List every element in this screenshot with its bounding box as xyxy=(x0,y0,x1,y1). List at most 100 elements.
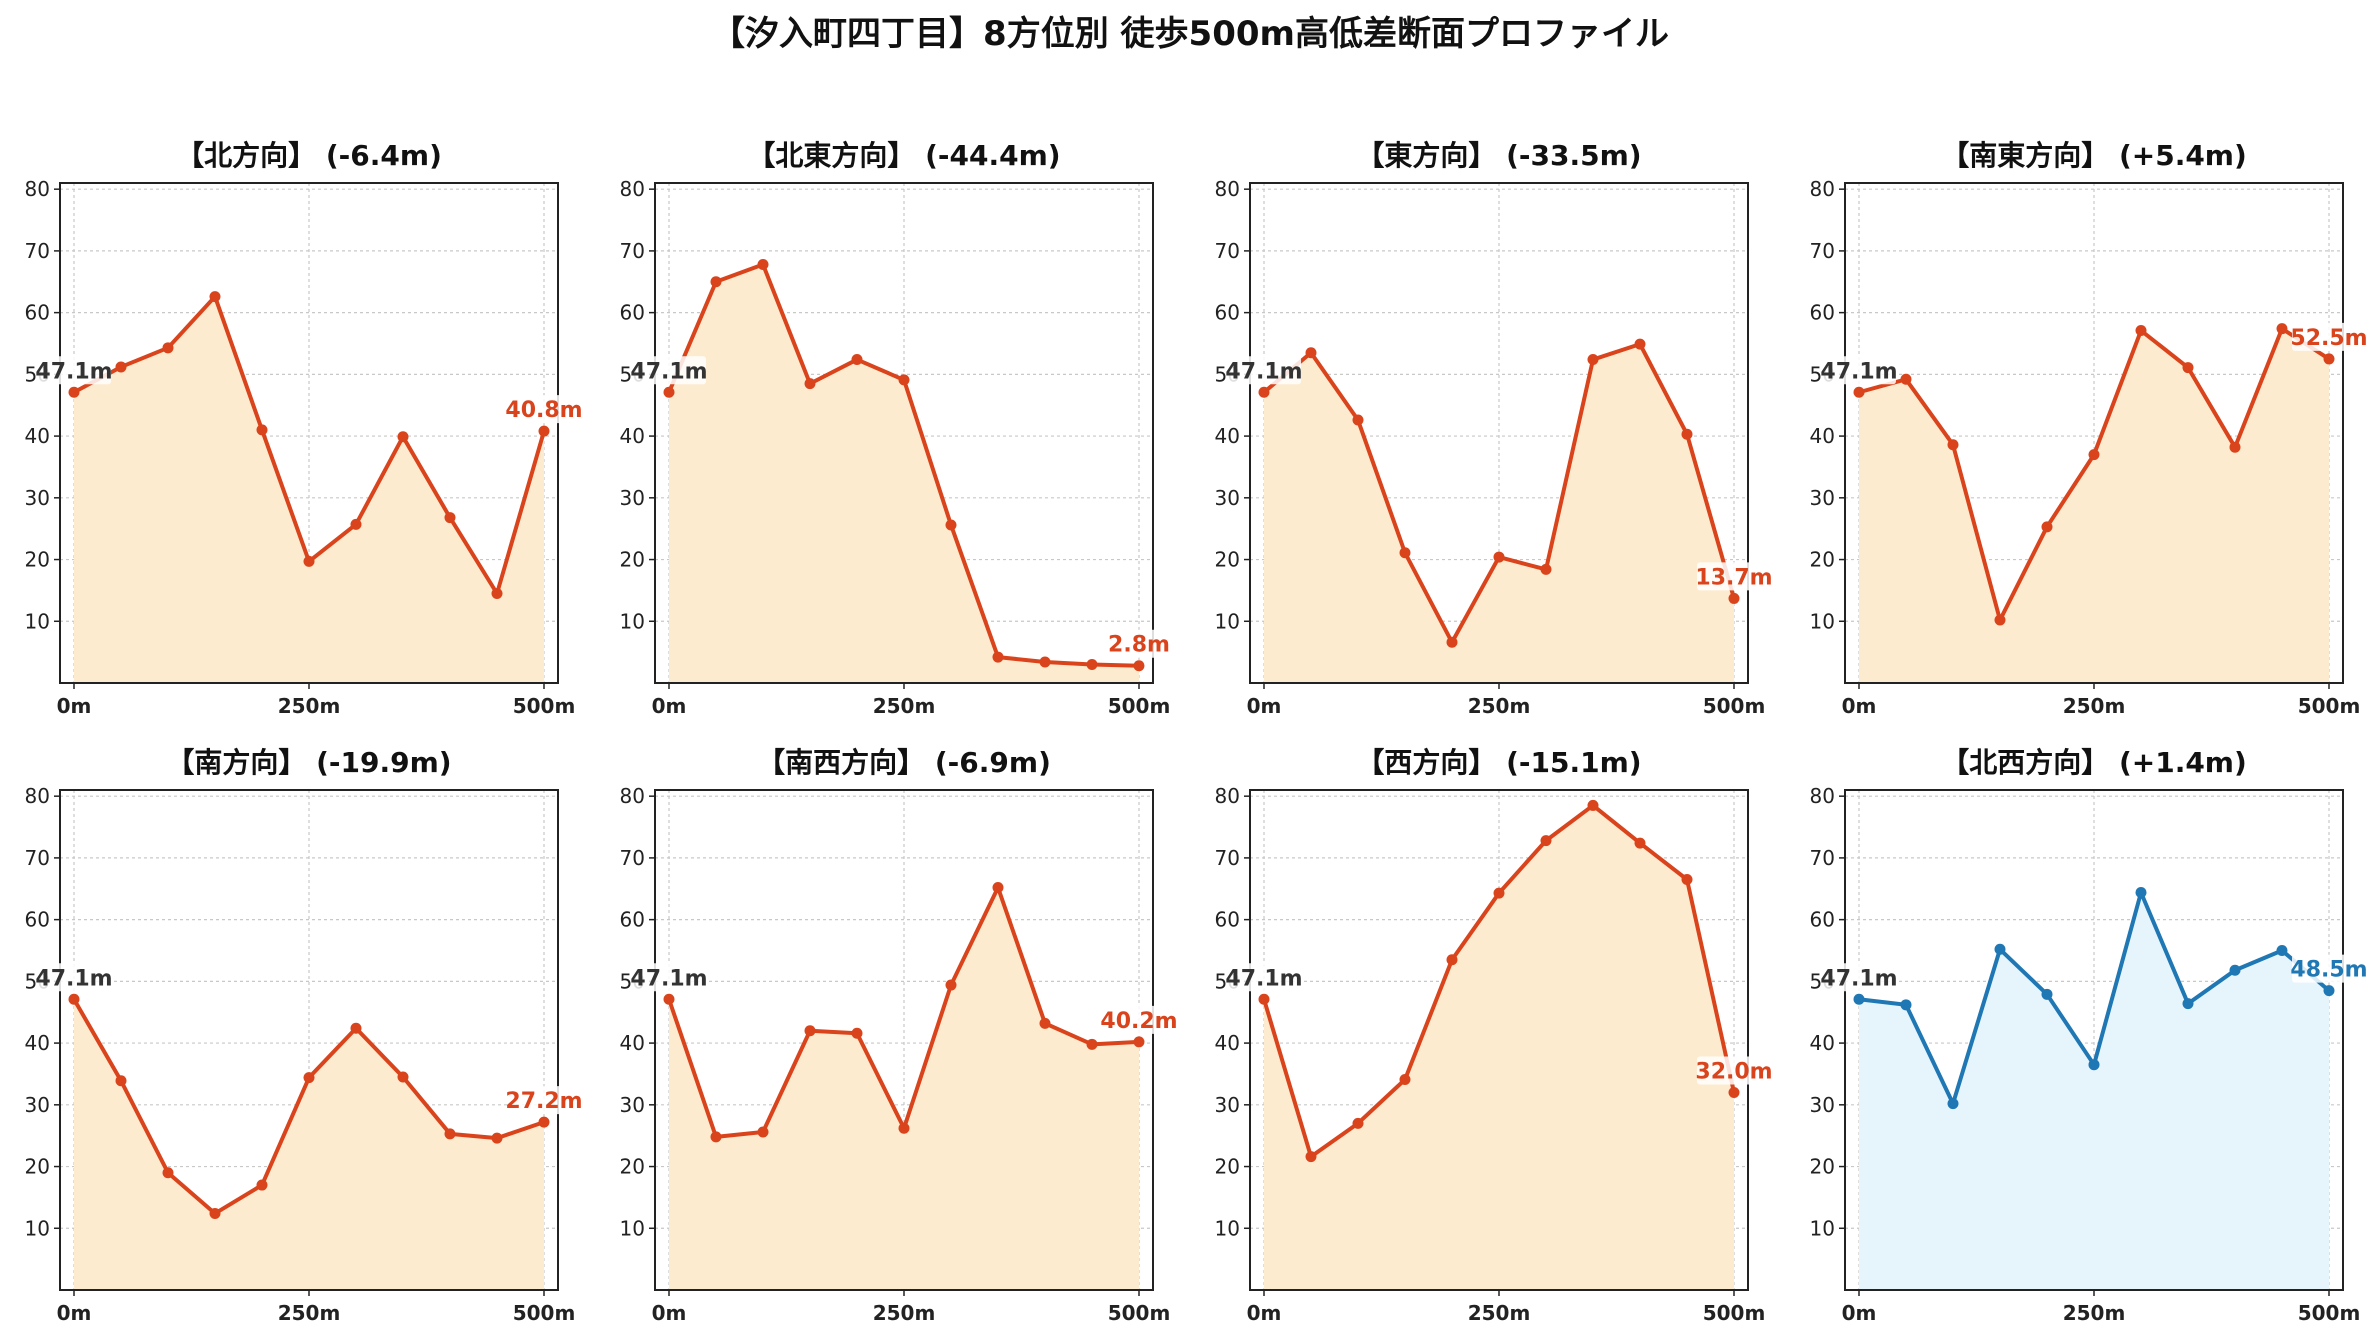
data-point xyxy=(209,1207,221,1219)
area-fill xyxy=(74,999,544,1290)
end-elevation-label: 52.5m xyxy=(2290,326,2367,351)
data-point xyxy=(804,378,816,390)
y-tick-label: 60 xyxy=(1810,908,1835,932)
panel-title: 【東方向】 (-33.5m) xyxy=(1356,139,1641,172)
y-tick-label: 20 xyxy=(620,1155,645,1179)
data-point xyxy=(2135,886,2147,898)
start-elevation-label: 47.1m xyxy=(35,966,112,991)
plot-frame xyxy=(1844,182,2344,684)
y-tick-label: 40 xyxy=(620,424,645,448)
start-label-bg xyxy=(632,356,706,385)
y-tick-label: 40 xyxy=(1215,1031,1240,1055)
data-point xyxy=(1634,338,1646,350)
start-label-bg xyxy=(1227,356,1301,385)
area-fill xyxy=(1264,805,1734,1290)
end-label-bg xyxy=(1102,629,1176,658)
data-point xyxy=(1728,592,1740,604)
data-point xyxy=(663,386,675,398)
data-point xyxy=(898,1122,910,1134)
x-tick-label: 250m xyxy=(278,694,341,718)
end-elevation-label: 40.8m xyxy=(505,398,582,423)
data-point xyxy=(2135,325,2147,337)
data-point xyxy=(710,1131,722,1143)
y-tick-label: 70 xyxy=(1810,846,1835,870)
profile-panel: 【南方向】 (-19.9m)10203040506070800m250m500m… xyxy=(25,746,583,1325)
x-tick-label: 250m xyxy=(2063,1301,2126,1325)
data-point xyxy=(1305,347,1317,359)
data-point xyxy=(945,979,957,991)
data-point xyxy=(2323,353,2335,365)
end-label-bg xyxy=(1697,1056,1771,1085)
data-point xyxy=(491,587,503,599)
data-point xyxy=(1900,373,1912,385)
area-fill xyxy=(669,264,1139,683)
profile-panel: 【北東方向】 (-44.4m)10203040506070800m250m500… xyxy=(620,139,1176,718)
x-tick-label: 500m xyxy=(1108,694,1171,718)
y-tick-label: 10 xyxy=(25,609,50,633)
y-tick-label: 10 xyxy=(620,609,645,633)
y-tick-label: 70 xyxy=(1215,846,1240,870)
y-tick-label: 80 xyxy=(1215,784,1240,808)
x-tick-label: 500m xyxy=(1108,1301,1171,1325)
y-tick-label: 10 xyxy=(1810,1216,1835,1240)
profile-panel: 【東方向】 (-33.5m)10203040506070800m250m500m… xyxy=(1215,139,1773,718)
data-point xyxy=(303,1072,315,1084)
profile-panel: 【西方向】 (-15.1m)10203040506070800m250m500m… xyxy=(1215,746,1773,1325)
y-tick-label: 30 xyxy=(1215,1093,1240,1117)
y-tick-label: 60 xyxy=(1810,301,1835,325)
x-tick-label: 500m xyxy=(2298,1301,2361,1325)
data-point xyxy=(1446,954,1458,966)
start-elevation-label: 47.1m xyxy=(35,359,112,384)
plot-frame xyxy=(59,182,559,684)
data-point xyxy=(2229,964,2241,976)
y-tick-label: 80 xyxy=(620,784,645,808)
y-tick-label: 60 xyxy=(620,301,645,325)
x-tick-label: 0m xyxy=(57,1301,92,1325)
start-elevation-label: 47.1m xyxy=(1820,359,1897,384)
start-label-bg xyxy=(1822,963,1896,992)
y-tick-label: 60 xyxy=(1215,908,1240,932)
end-elevation-label: 32.0m xyxy=(1695,1059,1772,1084)
start-elevation-label: 47.1m xyxy=(630,966,707,991)
data-point xyxy=(757,258,769,270)
area-fill xyxy=(1859,328,2329,683)
panel-title: 【南西方向】 (-6.9m) xyxy=(757,746,1051,779)
y-tick-label: 20 xyxy=(1215,1155,1240,1179)
data-point xyxy=(538,1116,550,1128)
data-point xyxy=(804,1025,816,1037)
area-fill xyxy=(1859,892,2329,1290)
x-tick-label: 500m xyxy=(2298,694,2361,718)
data-point xyxy=(68,993,80,1005)
data-point xyxy=(945,519,957,531)
data-point xyxy=(1900,999,1912,1011)
data-point xyxy=(1352,414,1364,426)
profile-panel: 【北方向】 (-6.4m)10203040506070800m250m500m4… xyxy=(25,139,583,718)
panel-title: 【南方向】 (-19.9m) xyxy=(166,746,451,779)
data-point xyxy=(1133,1036,1145,1048)
data-point xyxy=(256,1179,268,1191)
panel-title: 【西方向】 (-15.1m) xyxy=(1356,746,1641,779)
area-fill xyxy=(669,887,1139,1290)
data-point xyxy=(1399,1074,1411,1086)
end-label-bg xyxy=(2292,954,2366,983)
y-tick-label: 10 xyxy=(25,1216,50,1240)
y-tick-label: 80 xyxy=(25,177,50,201)
area-fill xyxy=(1264,344,1734,683)
y-tick-label: 20 xyxy=(1810,1155,1835,1179)
x-tick-label: 250m xyxy=(1468,694,1531,718)
start-label-bg xyxy=(632,963,706,992)
x-tick-label: 0m xyxy=(57,694,92,718)
data-point xyxy=(115,361,127,373)
y-tick-label: 30 xyxy=(620,1093,645,1117)
data-point xyxy=(1305,1151,1317,1163)
data-point xyxy=(2323,985,2335,997)
start-label-bg xyxy=(37,356,111,385)
area-fill xyxy=(74,296,544,683)
end-elevation-label: 40.2m xyxy=(1100,1009,1177,1034)
data-point xyxy=(1634,837,1646,849)
y-tick-label: 30 xyxy=(1810,1093,1835,1117)
y-tick-label: 20 xyxy=(620,548,645,572)
data-point xyxy=(1728,1086,1740,1098)
start-label-bg xyxy=(37,963,111,992)
panel-title: 【南東方向】 (+5.4m) xyxy=(1941,139,2247,172)
